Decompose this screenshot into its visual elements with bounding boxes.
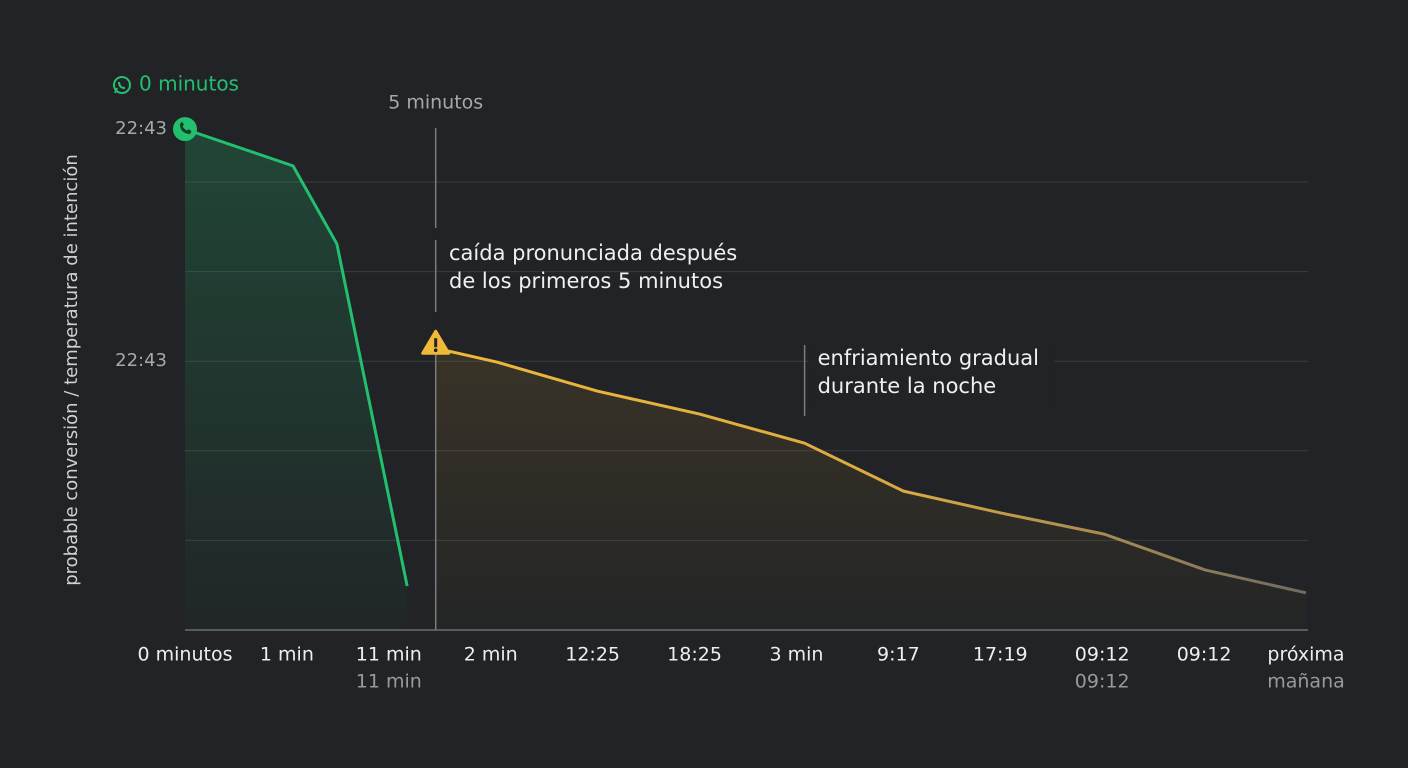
y-axis-title: probable conversión / temperatura de int… [61,154,82,586]
x-tick-note: mañana [1267,671,1345,693]
warning-glyph [433,348,438,353]
annotation-backdrop [808,345,1055,405]
annotation-text: caída pronunciada después [449,241,737,265]
x-tick-label: 09:12 [1177,644,1232,666]
annotation-label: 5 minutos [388,92,483,114]
x-tick-label: 11 min [356,644,422,666]
x-tick-note: 11 min [356,671,422,693]
warning-glyph [434,338,438,348]
x-tick-label: 0 minutos [138,644,233,666]
annotation-text: enfriamiento gradual [818,346,1039,370]
x-tick-label: 09:12 [1075,644,1130,666]
x-tick-label: 2 min [464,644,518,666]
area [185,129,408,631]
annotation-text: de los primeros 5 minutos [449,269,723,293]
x-tick-note: 09:12 [1075,671,1130,693]
line [435,346,1307,595]
x-tick-label: 1 min [260,644,314,666]
x-tick-label: 9:17 [877,644,920,666]
annotation-text: durante la noche [818,374,997,398]
x-tick-label: próxima [1267,644,1344,666]
line [184,127,409,587]
y-tick-label: 22:43 [115,118,167,139]
annotation-gap [432,312,439,334]
phone-icon [180,121,192,135]
start-marker [173,117,197,142]
x-tick-label: 18:25 [667,644,722,666]
x-tick-label: 3 min [769,644,823,666]
y-tick-label: 22:43 [115,350,167,371]
x-tick-label: 17:19 [973,644,1028,666]
x-tick-label: 12:25 [565,644,620,666]
whatsapp-icon [113,76,131,94]
chart-title: 0 minutos [139,72,239,96]
annotation-gap [432,228,439,240]
area [435,348,1306,630]
